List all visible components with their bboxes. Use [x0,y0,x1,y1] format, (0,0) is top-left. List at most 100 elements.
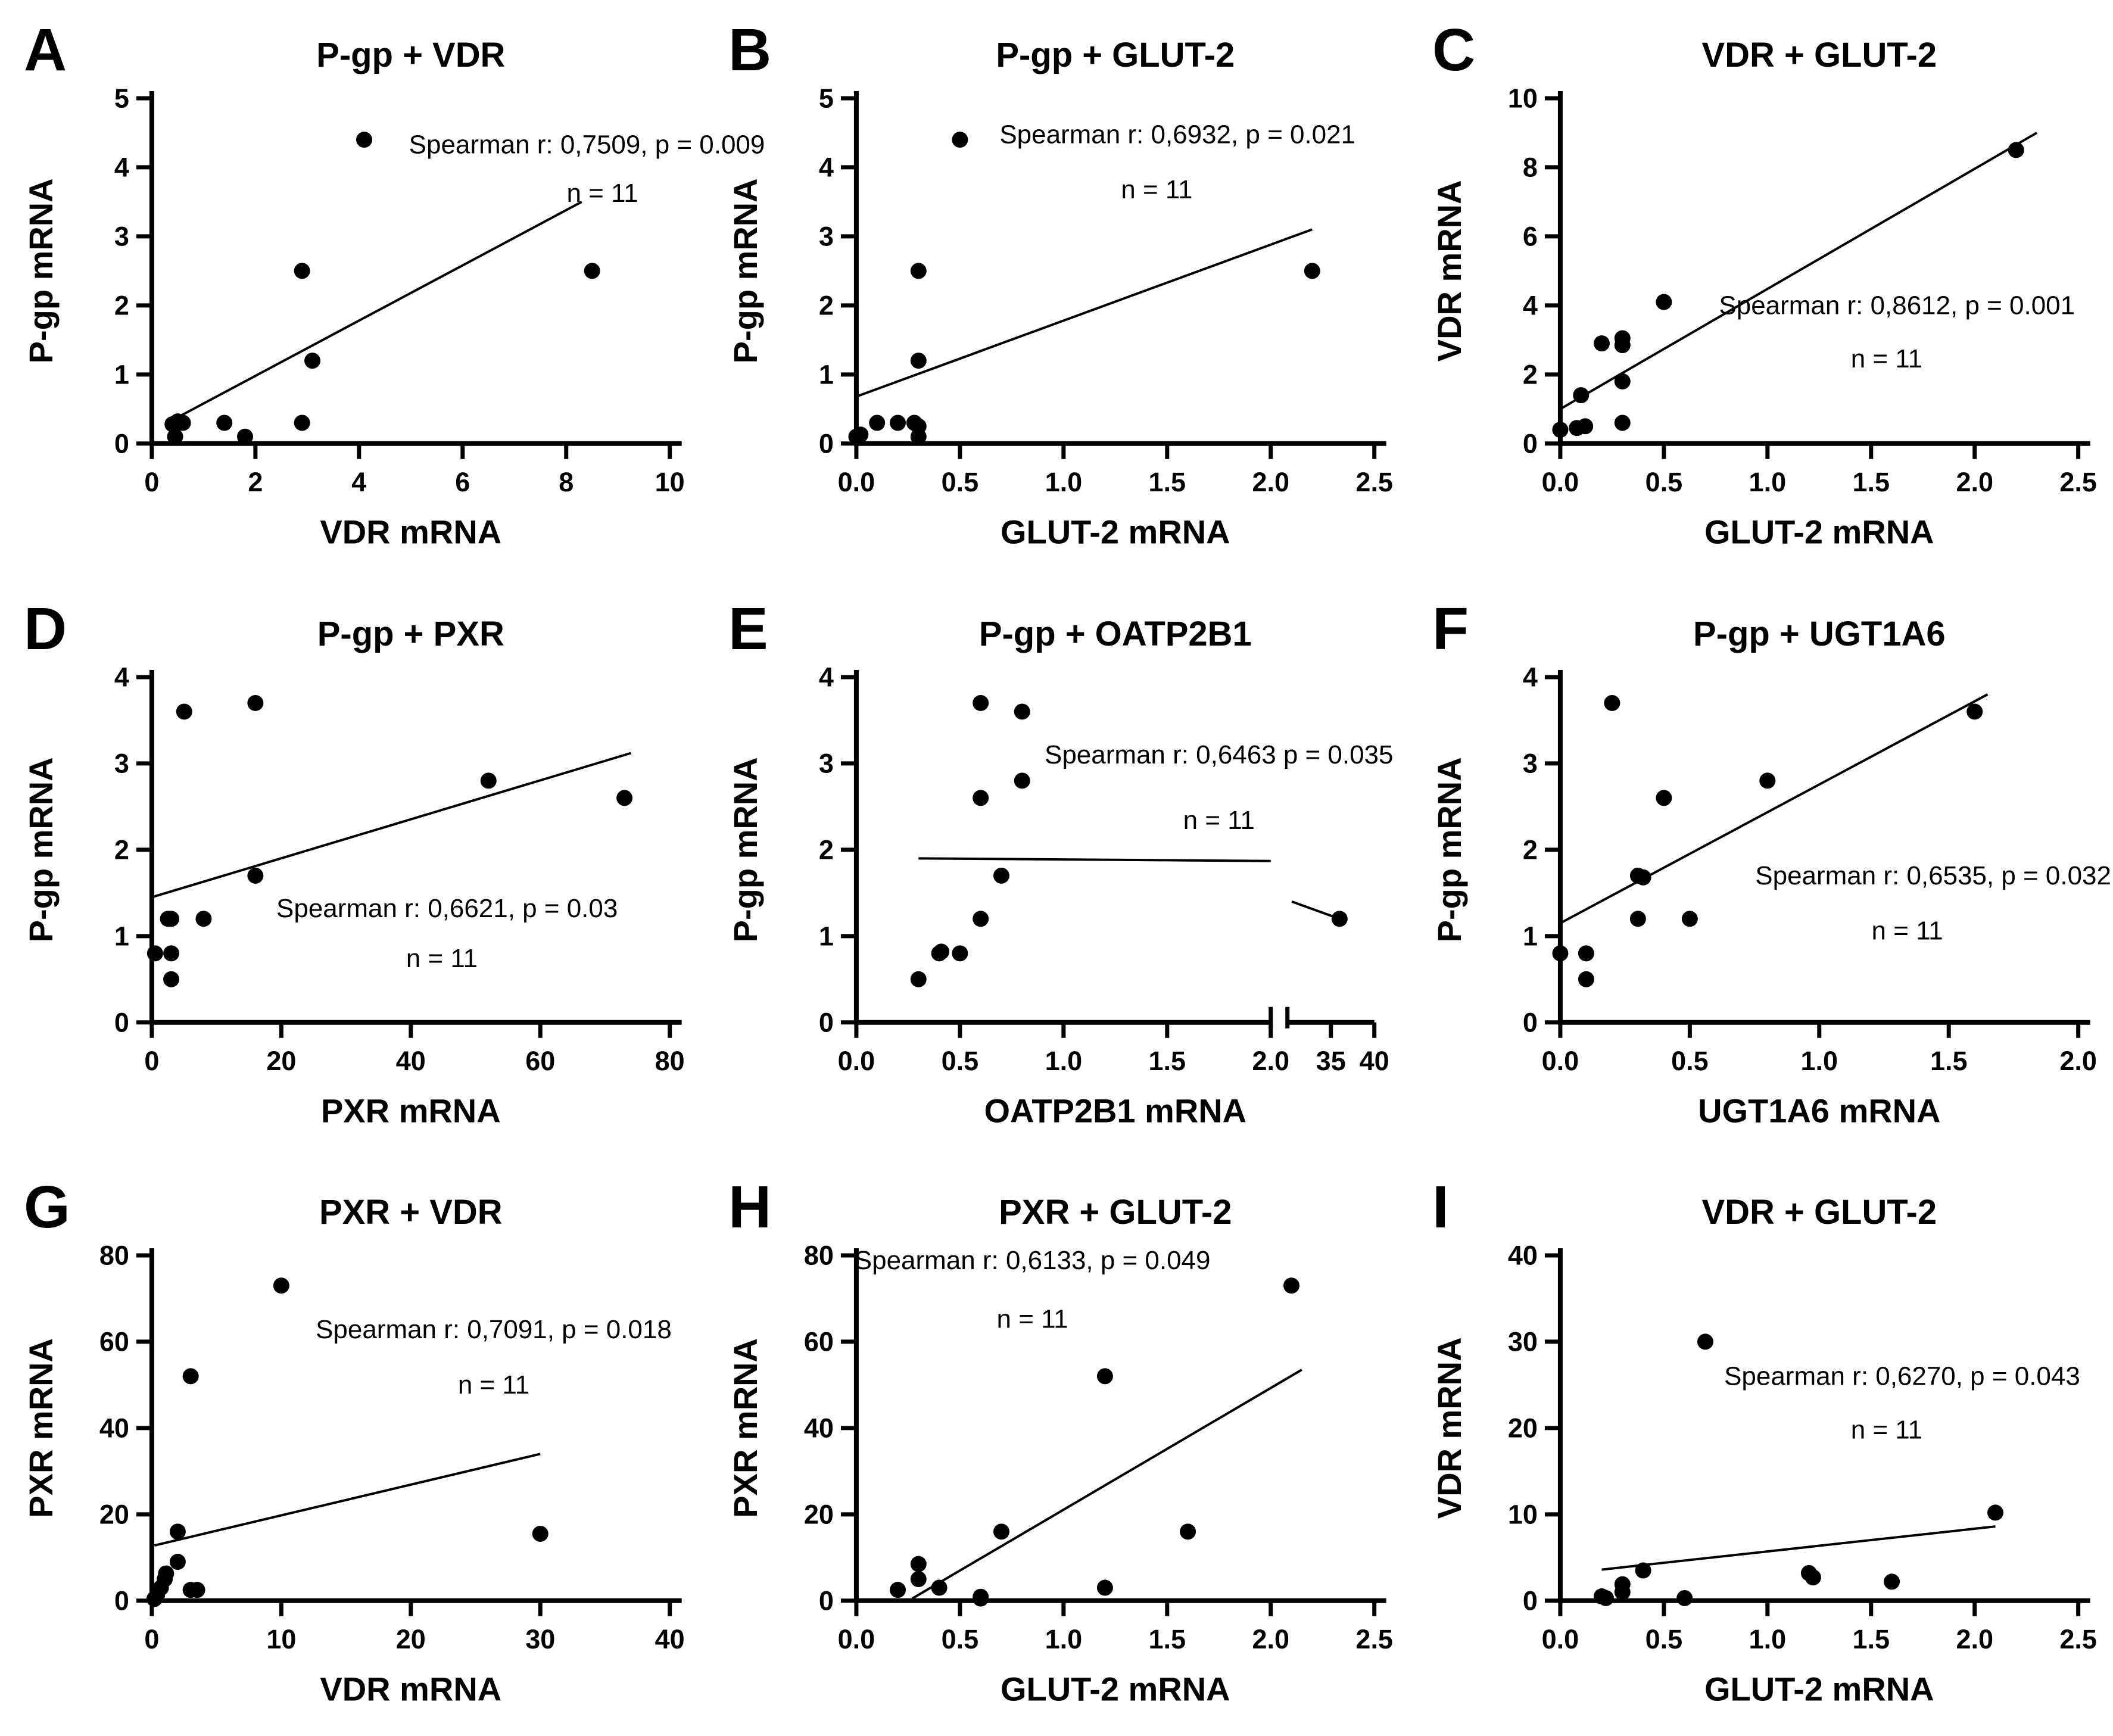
y-tick-label: 0 [819,1586,834,1616]
x-tick-label: 30 [525,1624,555,1654]
data-point [163,945,180,962]
data-point [868,414,885,431]
panel-letter: D [24,596,67,662]
x-tick-label: 20 [396,1624,426,1654]
y-tick-label: 40 [1508,1241,1538,1271]
panel-title: PXR + GLUT-2 [999,1193,1232,1232]
n-annotation: n = 11 [996,1305,1068,1334]
y-tick-label: 3 [819,222,834,252]
data-point [910,971,927,987]
data-point [169,1554,186,1570]
trend-line [918,857,1271,862]
x-tick-label: 0.0 [1542,467,1579,497]
y-tick-label: 6 [1523,222,1538,252]
scatter-plot-A: 0 1 2 3 4 5 0 2 4 6 8 10 Spearman r: 0,7509, p = 0.0… [22,17,765,551]
x-tick-label: 20 [266,1045,296,1076]
data-point [294,414,310,431]
panel-e-pgp-oatp2b1: 0 1 2 3 4 0.0 0.5 1.0 1.5 2.0 35 40 Spearman r: 0,64… [705,579,1409,1158]
x-tick-label: 1.5 [1148,1045,1186,1076]
x-axis-title: GLUT-2 mRNA [1704,1670,1934,1708]
y-tick-label: 20 [99,1500,129,1530]
data-point [910,353,927,369]
data-point [247,867,264,884]
spearman-annotation: Spearman r: 0,6621, p = 0.03 [276,894,618,923]
panel-letter: G [24,1174,70,1241]
x-tick-label: 6 [455,467,470,497]
y-tick-label: 3 [114,222,129,252]
trend-line [855,228,1313,398]
data-point [1331,911,1348,927]
panel-letter: E [728,596,768,662]
trend-line [179,201,582,417]
data-point [1578,971,1595,987]
y-tick-label: 3 [114,748,129,778]
y-axis-title: PXR mRNA [22,1338,60,1518]
data-point [532,1526,548,1542]
y-axis-title: VDR mRNA [1431,180,1468,361]
y-tick-label: 4 [1523,291,1538,321]
data-point [1630,911,1647,927]
x-tick-label: 0.0 [1542,1045,1579,1076]
y-tick-label: 2 [1523,834,1538,865]
data-point [972,911,989,927]
data-point [1759,772,1776,789]
y-tick-label: 0 [114,429,129,459]
trend-line [151,752,632,899]
y-tick-label: 20 [804,1500,834,1530]
x-axis-title: PXR mRNA [321,1092,501,1129]
x-axis-title: UGT1A6 mRNA [1698,1092,1940,1129]
y-tick-label: 1 [114,360,129,390]
data-point [1682,911,1698,927]
panel-a-pgp-vdr: 0 1 2 3 4 5 0 2 4 6 8 10 Spearman r: 0,7509, p = 0.0… [0,0,765,579]
x-axis-title: GLUT-2 mRNA [1001,513,1230,551]
x-tick-label: 2.5 [2060,1624,2098,1654]
data-point [1615,373,1631,389]
data-point [163,971,180,987]
x-tick-label: 2.0 [1252,1045,1289,1076]
x-tick-label: 1.0 [1045,1045,1082,1076]
data-point [910,1571,927,1588]
x-tick-label: 1.0 [1045,1624,1082,1654]
y-tick-label: 60 [804,1327,834,1357]
data-point [273,1277,289,1294]
data-point [1096,1368,1113,1385]
data-point [1656,790,1672,806]
data-point [163,911,180,927]
data-point [195,911,212,927]
panel-letter: I [1432,1174,1449,1241]
y-tick-label: 4 [114,152,129,183]
y-axis-title: P-gp mRNA [22,757,60,942]
panel-b-pgp-glut2: 0 1 2 3 4 5 0.0 0.5 1.0 1.5 2.0 2.5 Spearman r: 0,69… [705,0,1409,579]
data-point [972,790,989,806]
data-point [1604,694,1620,711]
scatter-plot-H: 0 20 40 60 80 0.0 0.5 1.0 1.5 2.0 2.5 Spearman r: 0… [727,1174,1393,1708]
y-tick-label: 0 [114,1586,129,1616]
data-point [889,414,906,431]
trend-line [1601,1525,1996,1572]
x-tick-label: 2.0 [1252,467,1289,497]
data-point [1635,1562,1651,1579]
scatter-plot-F: 0 1 2 3 4 0.0 0.5 1.0 1.5 2.0 Spearman r: 0,6535, … [1431,596,2111,1130]
trend-line [154,1453,541,1547]
data-point [1577,418,1594,435]
y-axis-title: P-gp mRNA [727,178,764,363]
n-annotation: n = 11 [1851,1416,1922,1445]
scatter-plot-I: 0 10 20 30 40 0.0 0.5 1.0 1.5 2.0 2.5 Spearman r: 0… [1431,1174,2098,1708]
x-tick-label: 0.5 [1645,467,1683,497]
data-point [952,132,968,148]
x-tick-label: 1.0 [1749,1624,1787,1654]
x-tick-label: 2.5 [1355,1624,1393,1654]
x-tick-label: 2.0 [2060,1045,2098,1076]
data-point [933,943,949,960]
y-tick-label: 3 [819,748,834,778]
y-tick-label: 4 [1523,662,1538,692]
data-point [167,428,183,445]
data-point [993,1523,1009,1540]
panel-title: P-gp + PXR [317,615,504,653]
panel-title: P-gp + VDR [316,36,505,74]
n-annotation: n = 11 [1121,175,1192,204]
data-point [216,414,233,431]
y-tick-label: 40 [99,1413,129,1444]
y-tick-label: 8 [1523,152,1538,183]
